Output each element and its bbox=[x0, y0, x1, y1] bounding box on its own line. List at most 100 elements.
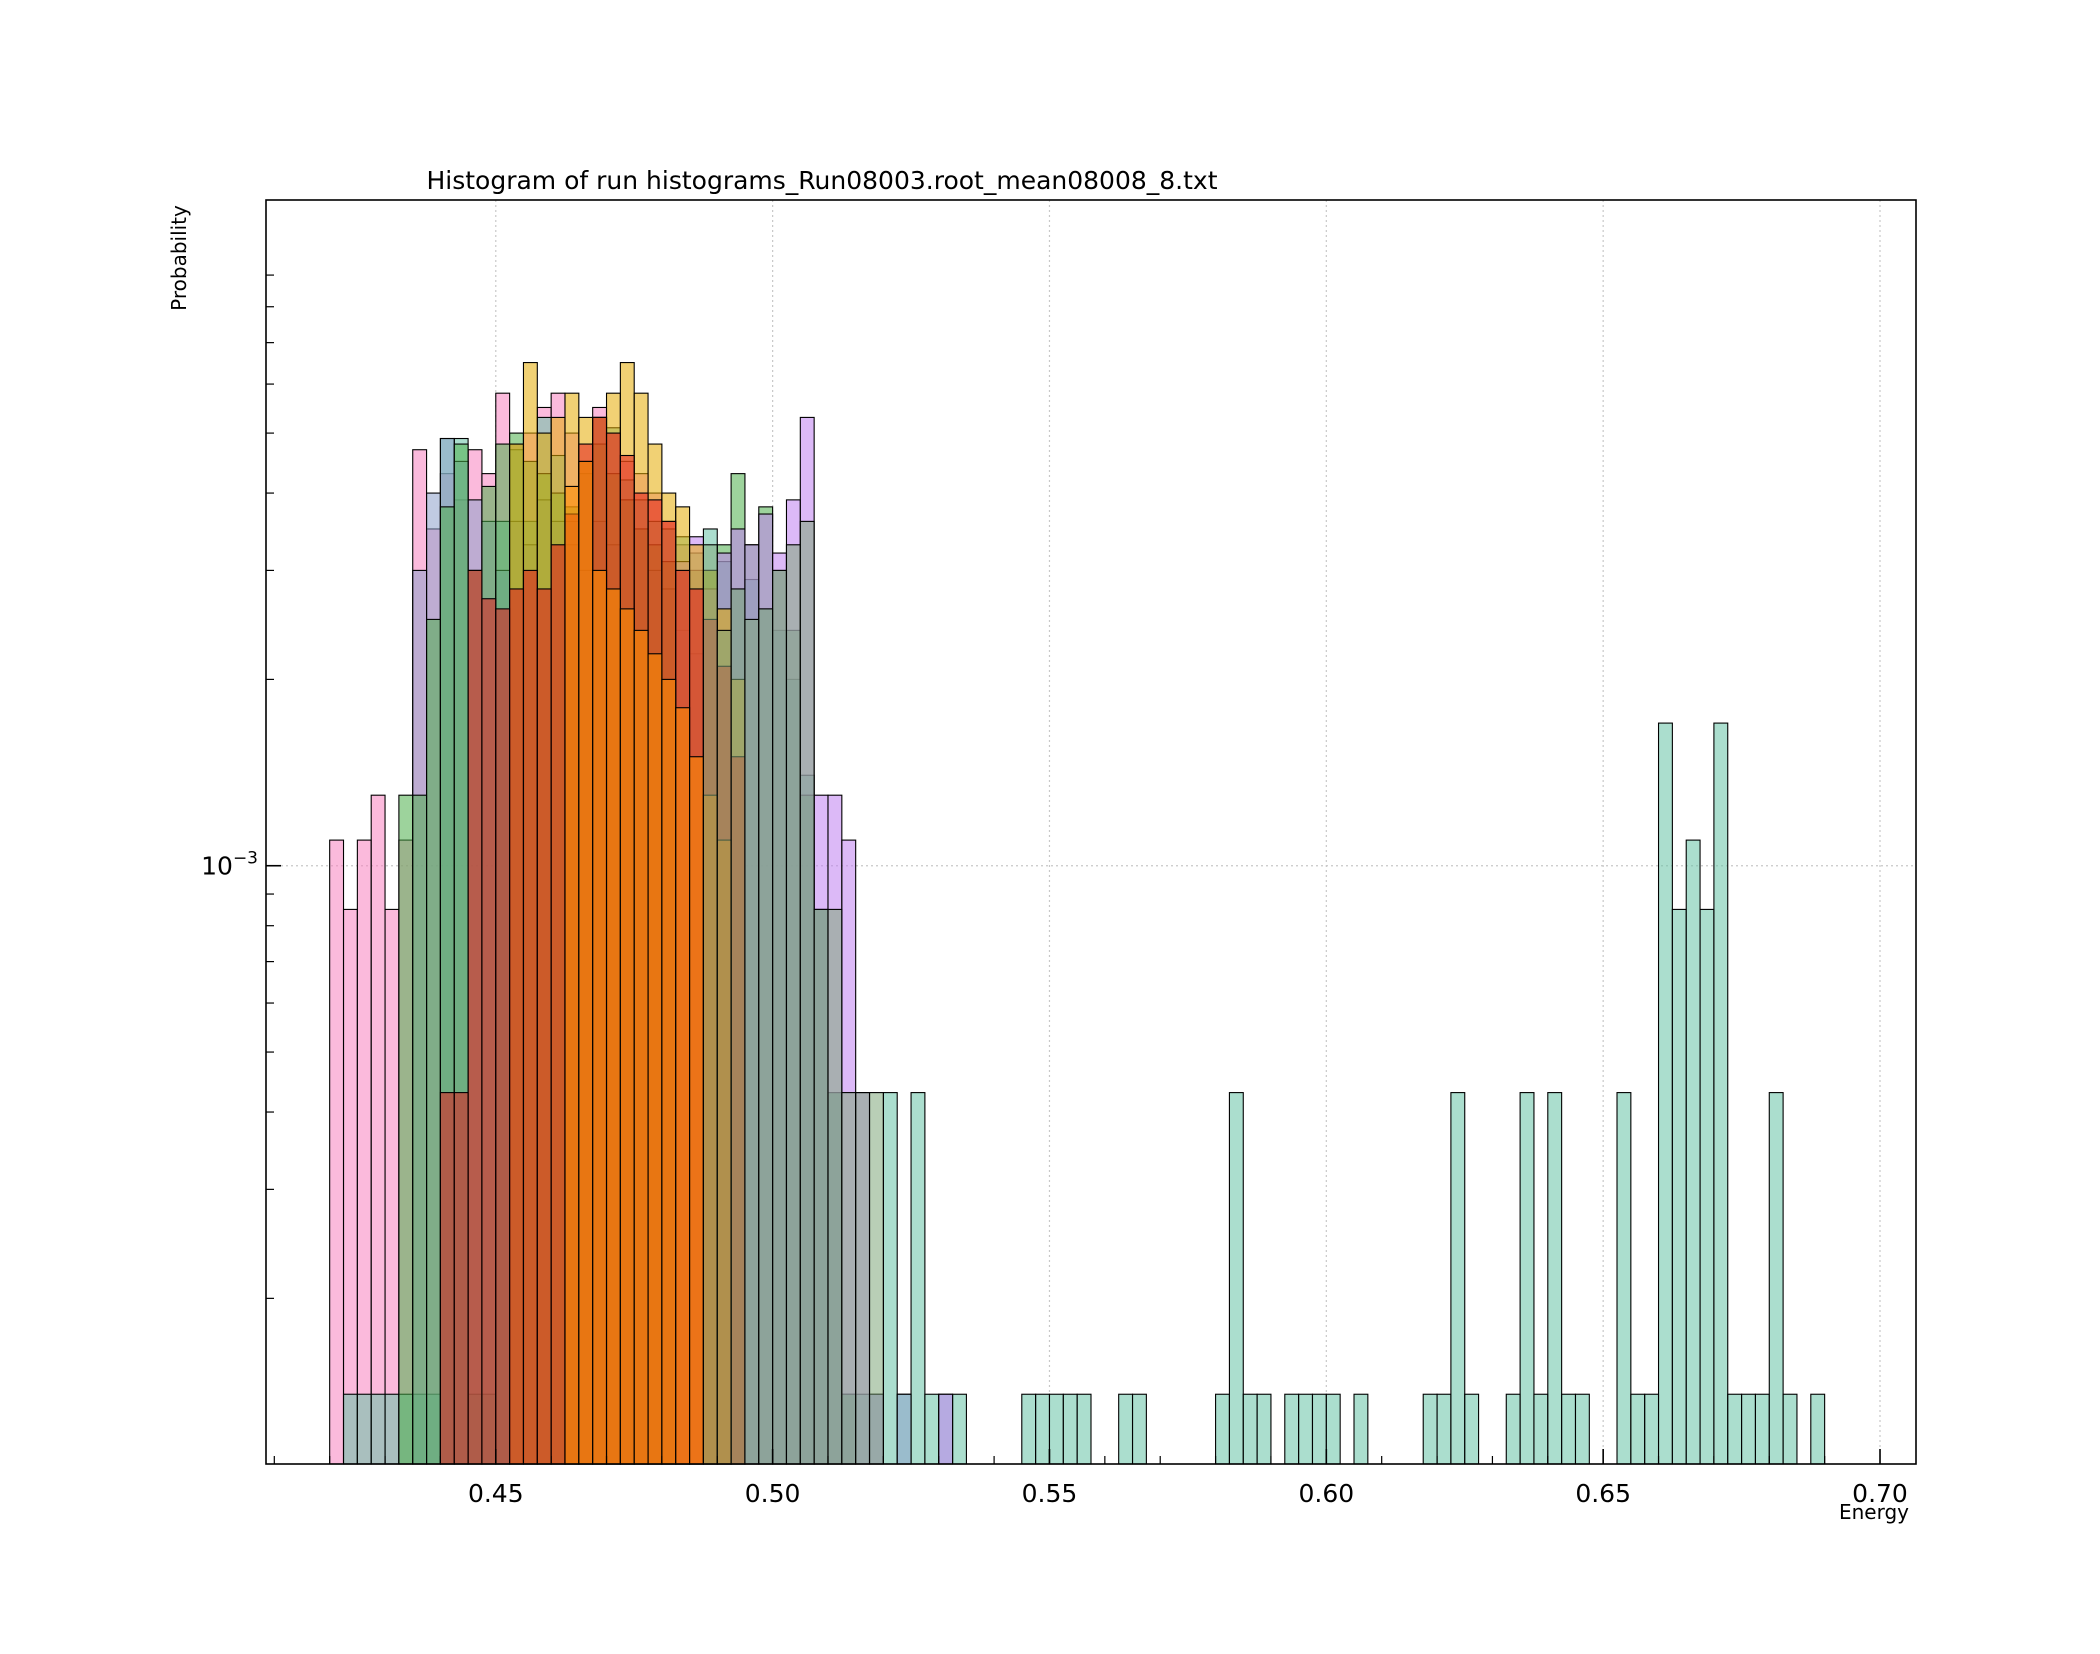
histogram-bar bbox=[1298, 1393, 1314, 1465]
plot-frame bbox=[265, 199, 1917, 1465]
histogram-bar bbox=[785, 544, 801, 1465]
histogram-bar bbox=[1810, 1393, 1826, 1465]
histogram-bar bbox=[592, 569, 608, 1465]
histogram-bar bbox=[813, 908, 829, 1465]
histogram-bar bbox=[1699, 908, 1715, 1465]
histogram-bar bbox=[1547, 1092, 1563, 1465]
histogram-bar bbox=[1256, 1393, 1272, 1465]
histogram-bar bbox=[1685, 839, 1701, 1465]
histogram-bar bbox=[1048, 1393, 1064, 1465]
histogram-bar bbox=[536, 588, 552, 1465]
histogram-bar bbox=[619, 608, 635, 1465]
histogram-bar bbox=[384, 1393, 400, 1465]
histogram-bar bbox=[952, 1393, 967, 1465]
histogram-bar bbox=[356, 1393, 372, 1465]
histogram-bar bbox=[1242, 1393, 1258, 1465]
histogram-bar bbox=[1505, 1393, 1521, 1465]
histogram-bar bbox=[702, 544, 718, 1465]
histogram-bar bbox=[799, 520, 815, 1465]
x-tick-label: 0.55 bbox=[1022, 1479, 1078, 1508]
histogram-bar bbox=[730, 588, 746, 1465]
histogram-bar bbox=[1671, 908, 1687, 1465]
histogram-bar bbox=[716, 629, 732, 1465]
histogram-bar bbox=[1616, 1092, 1632, 1465]
histogram-bar bbox=[1754, 1393, 1770, 1465]
histogram-bar bbox=[1284, 1393, 1300, 1465]
histogram-bar bbox=[495, 608, 511, 1465]
histogram-bar bbox=[868, 1092, 884, 1465]
histogram-bar bbox=[910, 1092, 926, 1465]
histogram-bar bbox=[564, 485, 580, 1465]
histogram-bar bbox=[1131, 1393, 1147, 1465]
histogram-bar bbox=[1353, 1393, 1369, 1465]
histogram-bar bbox=[1644, 1393, 1660, 1465]
histogram-bar bbox=[509, 588, 525, 1465]
histogram-bar bbox=[1325, 1393, 1341, 1465]
histogram-bar bbox=[1713, 722, 1729, 1465]
histogram-bar bbox=[370, 794, 386, 1465]
histogram-bar bbox=[827, 908, 843, 1465]
histogram-bar bbox=[689, 756, 704, 1465]
histogram-bar bbox=[467, 569, 483, 1465]
histogram-bar bbox=[1436, 1393, 1452, 1465]
x-tick-label: 0.70 bbox=[1852, 1479, 1908, 1508]
histogram-bar bbox=[1035, 1393, 1051, 1465]
histogram-bar bbox=[661, 678, 677, 1465]
histogram-bar bbox=[1076, 1393, 1092, 1465]
histogram-bar bbox=[1768, 1092, 1784, 1465]
histogram-bar bbox=[758, 608, 774, 1465]
histogram-bar bbox=[1311, 1393, 1327, 1465]
histogram-bars bbox=[329, 362, 1826, 1465]
x-tick-label: 0.65 bbox=[1575, 1479, 1631, 1508]
histogram-bar bbox=[938, 1393, 954, 1465]
histogram-bar bbox=[772, 569, 788, 1465]
histogram-bar bbox=[1561, 1393, 1577, 1465]
histogram-bar bbox=[1574, 1393, 1590, 1465]
histogram-bar bbox=[384, 908, 400, 1465]
histogram-bar bbox=[412, 794, 428, 1465]
histogram-bar bbox=[398, 794, 414, 1465]
histogram-bar bbox=[1657, 722, 1673, 1465]
histogram-bar bbox=[1464, 1393, 1480, 1465]
histogram-bar bbox=[1215, 1393, 1230, 1465]
histogram-bar bbox=[342, 908, 358, 1465]
histogram-bar bbox=[633, 629, 649, 1465]
histogram-bar bbox=[1782, 1393, 1798, 1465]
histogram-bar bbox=[896, 1393, 912, 1465]
histogram-bar bbox=[1630, 1393, 1646, 1465]
histogram-bar bbox=[675, 707, 691, 1465]
axis-ticks: 0.45 0.50 0.55 0.60 0.65 0.70 10−3 bbox=[201, 274, 1908, 1508]
histogram-bar bbox=[841, 1092, 857, 1465]
histogram-bar bbox=[356, 839, 372, 1465]
histogram-bar bbox=[1062, 1393, 1078, 1465]
histogram-bar bbox=[605, 588, 621, 1465]
y-axis-label: Probability bbox=[167, 205, 191, 311]
x-tick-label: 0.50 bbox=[745, 1479, 801, 1508]
histogram-bar bbox=[453, 1092, 469, 1465]
chart-title: Histogram of run histograms_Run08003.roo… bbox=[426, 166, 1217, 195]
histogram-bar bbox=[370, 1393, 386, 1465]
y-tick-label: 10−3 bbox=[201, 849, 258, 881]
histogram-bar bbox=[924, 1393, 940, 1465]
histogram-bar bbox=[550, 544, 566, 1465]
histogram-bar bbox=[1021, 1393, 1037, 1465]
histogram-bar bbox=[1519, 1092, 1535, 1465]
histogram-bar bbox=[647, 653, 663, 1465]
histogram-bar bbox=[329, 839, 345, 1465]
histogram-bar bbox=[481, 598, 497, 1465]
histogram-bar bbox=[342, 1393, 358, 1465]
histogram-bar bbox=[855, 1092, 871, 1465]
histogram-bar bbox=[744, 618, 760, 1465]
histogram-bar bbox=[1533, 1393, 1549, 1465]
histogram-bar bbox=[1228, 1092, 1244, 1465]
histogram-bar bbox=[1118, 1393, 1134, 1465]
histogram-bar bbox=[1422, 1393, 1438, 1465]
histogram-bar bbox=[578, 460, 594, 1465]
histogram-bar bbox=[1741, 1393, 1756, 1465]
histogram-bar bbox=[882, 1092, 898, 1465]
histogram-bar bbox=[439, 1092, 455, 1465]
x-axis-label: Energy bbox=[1839, 1500, 1909, 1524]
x-tick-label: 0.45 bbox=[468, 1479, 524, 1508]
